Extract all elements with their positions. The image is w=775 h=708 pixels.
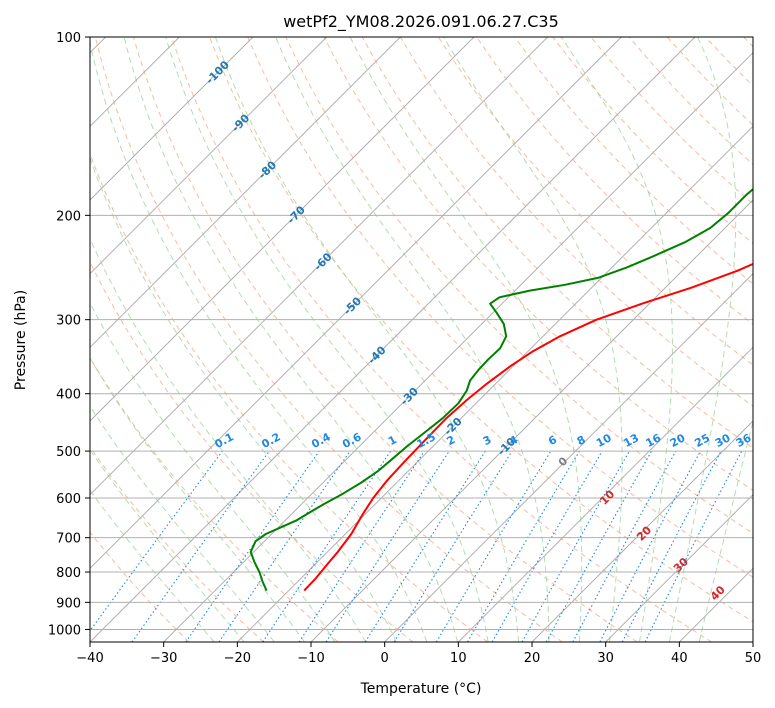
dry-adiabat-line: [514, 37, 753, 285]
y-axis-label: Pressure (hPa): [13, 290, 29, 390]
y-tick-label: 500: [56, 445, 81, 460]
moist-adiabat-line: [90, 356, 305, 642]
isotherm-line: [90, 37, 622, 570]
mixing-ratio-label: 25: [692, 431, 712, 450]
y-tick-label: 600: [56, 492, 81, 507]
x-axis-label: Temperature (°C): [360, 681, 482, 697]
mixing-ratio-label: 36: [734, 431, 754, 450]
moist-adiabat-line: [90, 405, 275, 642]
x-tick-label: −10: [297, 651, 324, 666]
chart-title: wetPf2_YM08.2026.091.06.27.C35: [283, 12, 559, 32]
isotherm-line: [90, 37, 549, 496]
dry-adiabat-line: [90, 152, 488, 642]
y-tick-label: 200: [56, 209, 81, 224]
dry-adiabat-line: [399, 37, 753, 407]
isotherm-line: [90, 37, 401, 349]
x-tick-label: −40: [76, 651, 103, 666]
moist-adiabat-line: [560, 37, 673, 642]
mixing-ratio-line: [521, 450, 630, 642]
mixing-ratio-label: 10: [594, 431, 614, 450]
temperature-profile-line: [303, 262, 753, 592]
dry-adiabat-line: [361, 37, 753, 449]
isotherm-line: [90, 37, 475, 422]
y-tick-label: 300: [56, 314, 81, 329]
isotherm-line: [90, 37, 254, 201]
mixing-ratio-line: [393, 450, 513, 642]
pressure-grid: [90, 37, 753, 642]
y-tick-label: 900: [56, 596, 81, 611]
y-tick-label: 800: [56, 566, 81, 581]
mixing-ratio-line: [131, 450, 270, 642]
y-tick-label: 400: [56, 388, 81, 403]
mixing-ratio-line: [185, 450, 320, 642]
moist-adiabat-line: [698, 419, 753, 642]
y-tick-label: 1000: [48, 623, 81, 638]
mixing-ratio-label: 16: [644, 431, 664, 450]
x-tick-label: −20: [224, 651, 251, 666]
isotherm-line: [90, 37, 328, 275]
plot-frame: [89, 36, 754, 643]
moist-adiabat-line: [123, 37, 459, 642]
mixing-ratio-label: 30: [713, 431, 733, 450]
dry-adiabat-line: [94, 37, 563, 642]
isotherm-line: [531, 420, 753, 642]
moist-adiabat-line: [90, 40, 428, 642]
moist-adiabat-line: [90, 237, 367, 642]
x-tick-label: 50: [745, 651, 762, 666]
x-tick-label: 30: [597, 651, 614, 666]
dewpoint-profile-line: [249, 187, 753, 592]
dry-adiabat-line: [90, 356, 339, 642]
x-axis: −40 −30 −20 −10 0 10 20 30 40 50: [76, 642, 761, 666]
mixing-ratio-line: [572, 450, 677, 642]
moist-adiabat-line: [90, 302, 336, 642]
x-tick-label: 0: [381, 651, 389, 666]
mixing-ratio-line: [545, 450, 653, 642]
isotherm-line: [605, 493, 753, 642]
y-tick-label: 700: [56, 532, 81, 547]
mixing-ratio-line: [298, 450, 425, 642]
dry-adiabat-line: [247, 37, 753, 578]
moist-adiabat-line: [90, 448, 245, 642]
y-tick-label: 100: [56, 31, 81, 46]
profile-series: [249, 187, 753, 592]
isotherm-line: [457, 346, 753, 642]
mixing-ratio-line: [644, 450, 743, 642]
dry-adiabat-line: [209, 37, 753, 623]
dry-adiabat-line: [171, 37, 712, 642]
dry-adiabat-line: [90, 446, 264, 642]
mixing-ratio-label: 20: [668, 431, 688, 450]
moist-adiabat-line: [214, 37, 520, 642]
mixing-ratio-line: [90, 450, 223, 632]
mixing-ratio-line: [325, 450, 450, 642]
moist-adiabat-line: [443, 37, 623, 642]
moist-adiabat-line: [90, 489, 215, 642]
mixing-ratio-label: 13: [621, 431, 641, 450]
dry-adiabat-line: [90, 531, 190, 642]
isotherm-line: [310, 199, 753, 642]
isotherm-line: [384, 272, 753, 642]
x-tick-label: 40: [671, 651, 688, 666]
background-lines: [90, 37, 753, 642]
y-axis: 100 200 300 400 500 600 700 800 900 1000: [48, 31, 90, 638]
isotherm-line: [236, 125, 753, 642]
moist-adiabat-line: [275, 37, 550, 642]
moist-adiabat-line: [165, 37, 489, 642]
moist-adiabat-line: [349, 37, 583, 642]
mixing-ratio-line: [218, 450, 351, 642]
moist-adiabat-line: [90, 156, 397, 642]
moist-adiabat-line: [668, 37, 737, 642]
x-tick-label: −30: [150, 651, 177, 666]
mixing-ratio-line: [262, 450, 392, 642]
x-tick-label: 20: [524, 651, 541, 666]
isotherm-line: [90, 37, 696, 642]
isotherm-line: [163, 51, 753, 642]
x-tick-label: 10: [450, 651, 467, 666]
